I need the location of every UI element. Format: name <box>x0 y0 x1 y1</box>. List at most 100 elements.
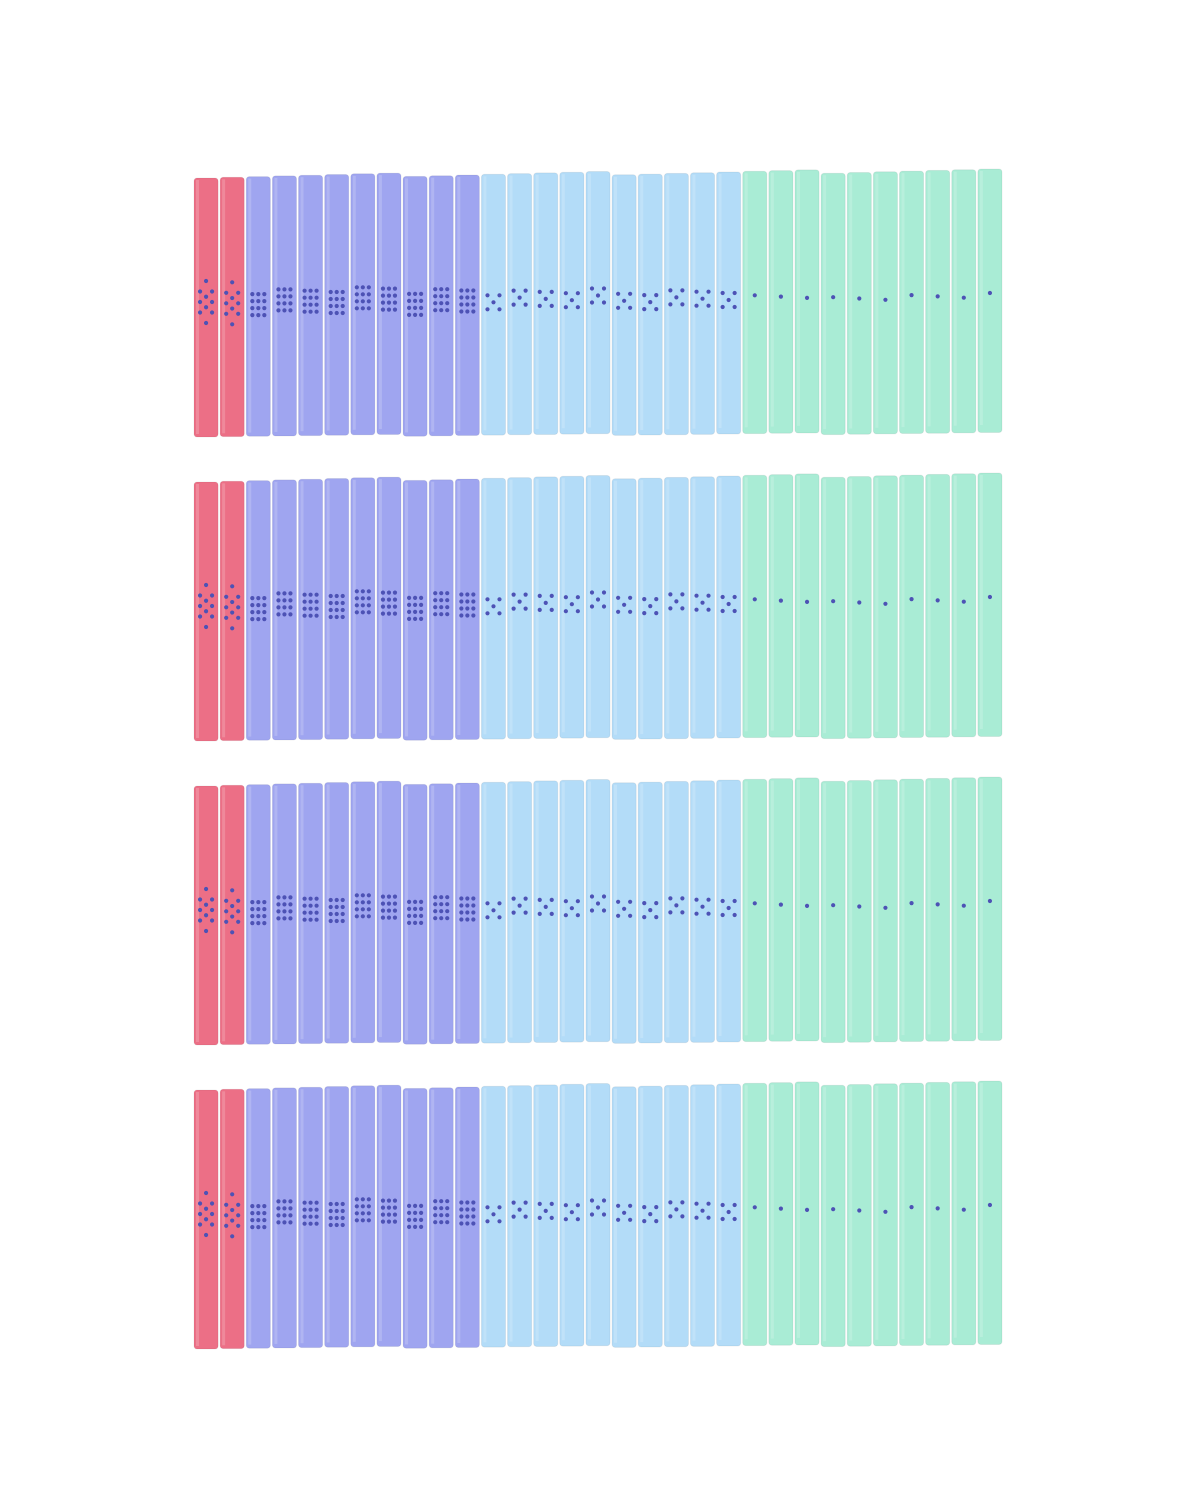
dot <box>549 1215 554 1220</box>
dot <box>334 600 339 606</box>
dot <box>392 590 398 595</box>
dot <box>288 1206 293 1211</box>
stick-highlight <box>509 175 513 430</box>
dot <box>256 313 261 318</box>
dot <box>209 918 215 923</box>
dot-pattern <box>589 1198 607 1217</box>
dot <box>392 611 398 616</box>
dot <box>392 293 398 298</box>
stick-highlight <box>352 1087 356 1342</box>
dot <box>694 303 699 308</box>
dot <box>433 308 438 313</box>
stick-body <box>428 1087 454 1349</box>
stick-highlight <box>248 482 252 737</box>
dot <box>471 302 476 307</box>
dot <box>224 615 229 620</box>
dot <box>642 1205 647 1210</box>
stick-body <box>820 780 846 1044</box>
stick <box>768 1082 794 1346</box>
dot <box>328 1201 333 1207</box>
dot <box>392 300 398 305</box>
dot <box>256 921 261 926</box>
dot <box>392 1219 398 1224</box>
dot <box>230 1234 235 1239</box>
dot <box>433 895 438 900</box>
stick-highlight <box>614 176 618 431</box>
dot <box>511 910 516 915</box>
dot <box>256 1211 261 1216</box>
stick-highlight <box>405 1090 409 1345</box>
dot <box>987 594 993 600</box>
dot <box>491 300 496 305</box>
dot <box>418 616 424 622</box>
dot <box>262 617 267 622</box>
dot <box>230 599 235 605</box>
dot <box>236 301 241 306</box>
dot <box>471 613 476 618</box>
dot <box>282 895 287 900</box>
dot <box>694 1201 699 1206</box>
stick <box>402 479 428 741</box>
dot-pattern <box>511 592 528 611</box>
dot <box>262 1211 267 1216</box>
stick-row <box>193 1080 1003 1350</box>
dot <box>700 600 705 605</box>
dot-pattern <box>720 594 737 614</box>
stick-body <box>820 476 846 740</box>
dot <box>961 295 966 300</box>
dot-pattern <box>537 593 554 613</box>
dot <box>262 596 267 601</box>
stick <box>219 784 245 1046</box>
dot <box>909 597 914 602</box>
dot <box>589 286 595 291</box>
dot-pattern <box>406 1203 424 1229</box>
dot <box>282 598 287 603</box>
stick <box>559 171 585 435</box>
dot <box>386 1205 392 1210</box>
dot <box>340 1215 345 1221</box>
dot <box>465 1214 470 1219</box>
dot <box>752 597 757 602</box>
dot <box>250 292 255 297</box>
dot <box>412 616 418 622</box>
dot-pattern <box>694 1201 711 1220</box>
dot <box>694 607 699 612</box>
dot-pattern <box>459 1200 476 1226</box>
dot <box>256 907 261 912</box>
stick <box>193 1089 219 1350</box>
dot <box>563 609 568 614</box>
stick-body <box>898 1082 925 1347</box>
dot <box>308 896 313 901</box>
dot <box>406 602 412 608</box>
dot <box>831 903 836 908</box>
stick <box>298 174 324 437</box>
dot <box>308 1214 313 1219</box>
dot <box>680 1200 685 1205</box>
dot <box>354 596 359 601</box>
stick <box>872 1083 898 1347</box>
dot <box>445 308 450 313</box>
dot <box>197 1201 203 1206</box>
dot-pattern <box>642 293 659 312</box>
dot-pattern <box>563 291 580 310</box>
dot <box>459 896 464 901</box>
dot <box>392 908 398 913</box>
dot <box>282 612 287 617</box>
dot <box>648 1212 653 1217</box>
dot <box>706 303 711 308</box>
stick <box>794 473 820 738</box>
dot <box>360 589 365 594</box>
stick <box>663 476 689 740</box>
stick <box>742 1082 768 1347</box>
stick <box>454 174 480 436</box>
dot <box>412 906 418 912</box>
dot <box>276 1206 281 1211</box>
dot <box>935 902 940 907</box>
dot-pattern <box>804 903 810 909</box>
stick-highlight <box>483 480 487 735</box>
dot <box>262 610 267 615</box>
dot <box>256 1204 261 1209</box>
dot <box>459 917 464 922</box>
dot <box>256 1225 261 1230</box>
dot <box>485 597 490 602</box>
